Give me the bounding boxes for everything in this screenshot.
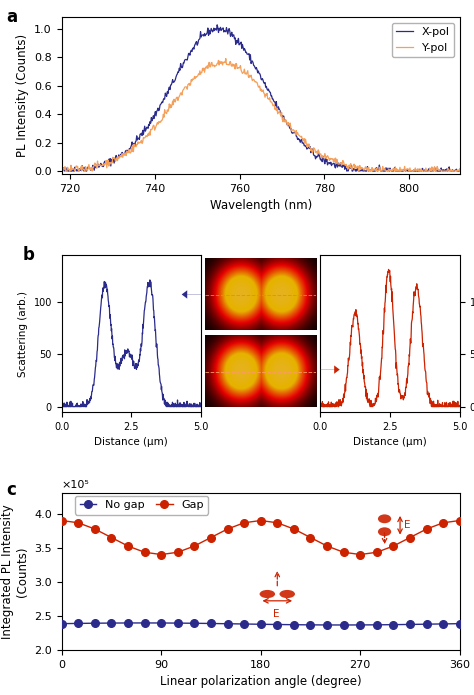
X-pol <box>326 158 332 167</box>
No gap <box>158 619 164 627</box>
Text: c: c <box>6 481 16 499</box>
Y-pol <box>223 54 228 63</box>
No gap <box>357 621 363 629</box>
Gap <box>158 550 164 559</box>
Gap <box>274 518 280 527</box>
No gap <box>241 620 247 628</box>
X-pol <box>214 21 220 29</box>
Y-axis label: Integrated PL Intensity
(Counts): Integrated PL Intensity (Counts) <box>0 504 28 639</box>
X-pol <box>240 43 246 51</box>
Gap <box>59 516 64 525</box>
Gap <box>457 516 463 525</box>
Gap <box>407 533 413 541</box>
Text: E: E <box>404 521 411 530</box>
Y-pol <box>360 164 365 172</box>
Gap <box>225 525 230 533</box>
Y-pol <box>240 69 246 77</box>
Y-pol <box>59 165 64 173</box>
Y-pol <box>162 106 167 114</box>
Ellipse shape <box>280 590 295 598</box>
Gap <box>374 548 380 557</box>
Gap <box>357 550 363 559</box>
Line: Gap: Gap <box>58 516 464 558</box>
No gap <box>258 620 264 628</box>
No gap <box>191 619 197 628</box>
No gap <box>407 620 413 628</box>
X-axis label: Distance (μm): Distance (μm) <box>94 437 168 447</box>
Gap <box>142 548 147 557</box>
Gap <box>341 548 346 557</box>
Gap <box>291 525 297 533</box>
X-axis label: Distance (μm): Distance (μm) <box>353 437 427 447</box>
X-pol <box>162 95 167 104</box>
No gap <box>291 621 297 629</box>
Gap <box>208 533 214 541</box>
Legend: X-pol, Y-pol: X-pol, Y-pol <box>392 23 454 58</box>
Y-pol <box>130 141 136 149</box>
No gap <box>225 619 230 628</box>
Y-axis label: PL Intensity (Counts): PL Intensity (Counts) <box>16 34 28 157</box>
Gap <box>109 533 114 541</box>
No gap <box>457 619 463 628</box>
No gap <box>440 620 446 628</box>
Text: ×10⁵: ×10⁵ <box>62 480 90 490</box>
X-pol <box>457 166 463 174</box>
No gap <box>175 619 181 628</box>
Ellipse shape <box>378 514 391 523</box>
No gap <box>75 619 81 628</box>
Y-pol <box>59 167 65 175</box>
No gap <box>142 619 147 627</box>
Gap <box>191 542 197 550</box>
Line: No gap: No gap <box>58 619 464 629</box>
X-axis label: Linear polarization angle (degree): Linear polarization angle (degree) <box>160 675 362 688</box>
No gap <box>59 619 64 628</box>
No gap <box>92 619 98 628</box>
Y-axis label: Scattering (arb.): Scattering (arb.) <box>18 291 28 377</box>
Gap <box>125 542 131 550</box>
Line: X-pol: X-pol <box>62 25 460 171</box>
Y-pol <box>295 129 301 137</box>
No gap <box>324 621 330 629</box>
X-pol <box>130 140 136 149</box>
Gap <box>391 542 396 550</box>
Text: a: a <box>6 8 17 26</box>
Line: Y-pol: Y-pol <box>62 58 460 171</box>
Y-pol <box>457 165 463 173</box>
No gap <box>274 621 280 629</box>
Gap <box>308 533 313 541</box>
Gap <box>75 518 81 527</box>
No gap <box>424 620 429 628</box>
No gap <box>125 619 131 627</box>
No gap <box>391 621 396 629</box>
Gap <box>92 525 98 533</box>
Gap <box>175 548 181 557</box>
X-pol <box>64 167 70 175</box>
Ellipse shape <box>378 528 391 536</box>
Gap <box>424 525 429 533</box>
X-axis label: Wavelength (nm): Wavelength (nm) <box>210 199 312 212</box>
Gap <box>440 518 446 527</box>
X-pol <box>360 165 365 173</box>
No gap <box>308 621 313 629</box>
Ellipse shape <box>260 590 275 598</box>
Gap <box>258 516 264 525</box>
Text: E: E <box>273 609 280 619</box>
Legend: No gap, Gap: No gap, Gap <box>75 496 209 514</box>
Y-pol <box>326 154 332 163</box>
Text: b: b <box>23 246 35 264</box>
Gap <box>324 542 330 550</box>
No gap <box>109 619 114 627</box>
X-pol <box>295 136 301 144</box>
X-pol <box>59 165 64 174</box>
No gap <box>341 621 346 629</box>
No gap <box>374 621 380 629</box>
Gap <box>241 518 247 527</box>
No gap <box>208 619 214 628</box>
